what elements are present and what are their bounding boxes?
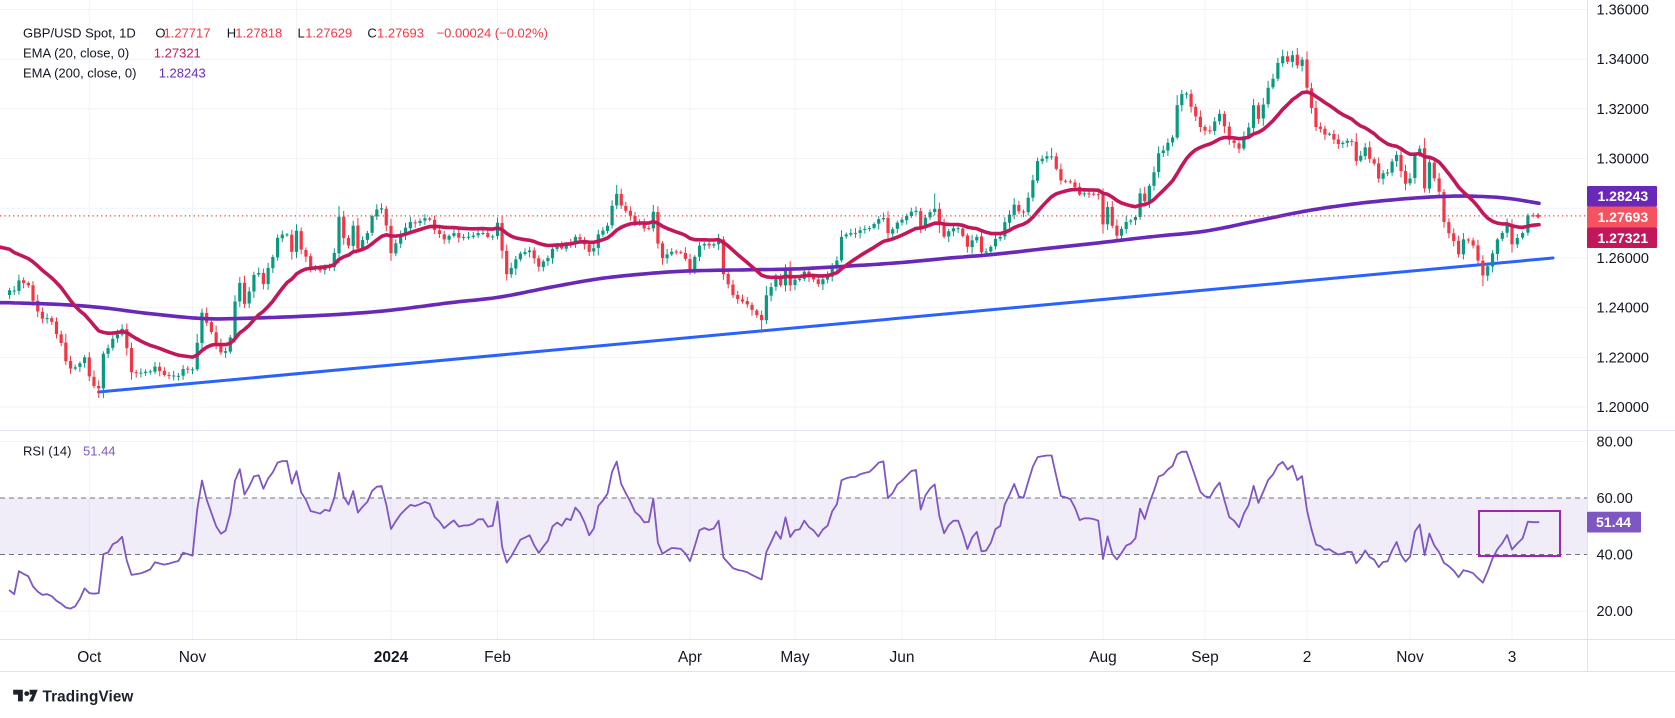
svg-text:EMA (200, close, 0): EMA (200, close, 0) bbox=[23, 65, 136, 80]
svg-text:1.20000: 1.20000 bbox=[1597, 400, 1649, 416]
svg-text:Apr: Apr bbox=[678, 649, 702, 666]
svg-text:Feb: Feb bbox=[484, 649, 511, 666]
svg-text:1.32000: 1.32000 bbox=[1597, 102, 1649, 118]
svg-text:GBP/USD Spot, 1D: GBP/USD Spot, 1D bbox=[23, 26, 136, 41]
svg-text:1.22000: 1.22000 bbox=[1597, 350, 1649, 366]
svg-text:1.28243: 1.28243 bbox=[1598, 188, 1649, 204]
svg-text:1.28243: 1.28243 bbox=[159, 65, 206, 80]
svg-text:2: 2 bbox=[1303, 649, 1312, 666]
svg-text:1.34000: 1.34000 bbox=[1597, 52, 1649, 68]
svg-text:Nov: Nov bbox=[1396, 649, 1424, 666]
svg-text:C: C bbox=[367, 26, 376, 41]
svg-text:TradingView: TradingView bbox=[43, 689, 134, 706]
svg-text:1.30000: 1.30000 bbox=[1597, 152, 1649, 168]
svg-text:1.27321: 1.27321 bbox=[154, 45, 201, 60]
svg-text:2024: 2024 bbox=[374, 649, 409, 666]
svg-text:O: O bbox=[155, 26, 165, 41]
svg-text:EMA (20, close, 0): EMA (20, close, 0) bbox=[23, 45, 129, 60]
svg-text:Jun: Jun bbox=[890, 649, 915, 666]
svg-text:1.27818: 1.27818 bbox=[235, 26, 282, 41]
svg-text:1.27717: 1.27717 bbox=[164, 26, 211, 41]
svg-text:51.44: 51.44 bbox=[83, 444, 116, 459]
svg-text:1.27321: 1.27321 bbox=[1598, 230, 1649, 246]
svg-text:H: H bbox=[227, 26, 236, 41]
svg-text:Oct: Oct bbox=[77, 649, 102, 666]
svg-text:1.26000: 1.26000 bbox=[1597, 251, 1649, 267]
svg-text:Sep: Sep bbox=[1191, 649, 1219, 666]
svg-text:20.00: 20.00 bbox=[1597, 604, 1633, 620]
svg-text:RSI (14): RSI (14) bbox=[23, 444, 71, 459]
svg-text:1.27693: 1.27693 bbox=[1598, 209, 1649, 225]
svg-text:Nov: Nov bbox=[179, 649, 207, 666]
svg-text:40.00: 40.00 bbox=[1597, 548, 1633, 564]
svg-text:51.44: 51.44 bbox=[1596, 514, 1631, 530]
svg-text:60.00: 60.00 bbox=[1597, 491, 1633, 507]
svg-text:L: L bbox=[298, 26, 305, 41]
svg-text:1.27693: 1.27693 bbox=[377, 26, 424, 41]
svg-text:1.36000: 1.36000 bbox=[1597, 3, 1649, 19]
svg-text:1.27629: 1.27629 bbox=[305, 26, 352, 41]
svg-text:May: May bbox=[780, 649, 810, 666]
svg-text:3: 3 bbox=[1508, 649, 1517, 666]
svg-text:1.24000: 1.24000 bbox=[1597, 301, 1649, 317]
svg-text:−0.00024 (−0.02%): −0.00024 (−0.02%) bbox=[437, 26, 548, 41]
svg-text:Aug: Aug bbox=[1089, 649, 1117, 666]
svg-text:80.00: 80.00 bbox=[1597, 434, 1633, 450]
